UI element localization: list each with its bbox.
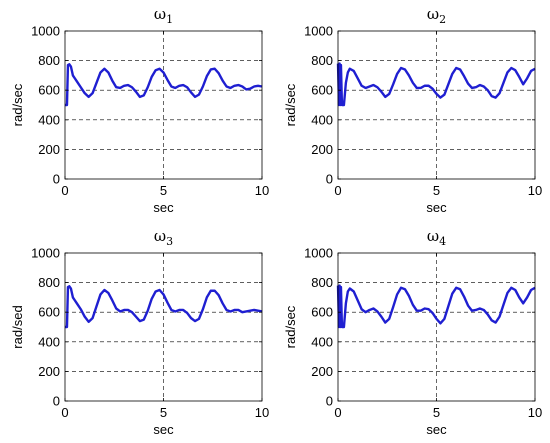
x-tick-label: 10: [528, 405, 542, 420]
y-tick-label: 1000: [31, 246, 60, 261]
y-tick-label: 200: [311, 142, 333, 157]
series-line-1: [336, 62, 536, 107]
y-tick-label: 400: [311, 112, 333, 127]
y-tick-label: 0: [326, 394, 333, 409]
x-tick-label: 5: [433, 405, 440, 420]
y-tick-label: 400: [311, 334, 333, 349]
y-tick-label: 600: [38, 83, 60, 98]
x-axis-label: sec: [426, 200, 447, 215]
series-line-1: [65, 285, 263, 329]
x-tick-label: 10: [528, 183, 542, 198]
chart-title: ω4: [427, 227, 446, 248]
y-tick-label: 0: [53, 394, 60, 409]
y-tick-label: 0: [326, 172, 333, 187]
x-tick-label: 5: [160, 183, 167, 198]
y-tick-label: 800: [311, 275, 333, 290]
x-tick-label: 0: [61, 183, 68, 198]
y-tick-label: 800: [38, 53, 60, 68]
y-tick-label: 200: [38, 142, 60, 157]
x-axis-label: sec: [426, 422, 447, 437]
chart-title: ω3: [154, 227, 173, 248]
y-axis-label: rad/sec: [10, 83, 25, 126]
x-tick-label: 0: [334, 405, 341, 420]
x-tick-label: 10: [255, 405, 269, 420]
y-tick-label: 200: [311, 364, 333, 379]
y-axis-label: rad/sec: [283, 305, 298, 348]
series-line-1: [65, 63, 263, 107]
y-tick-label: 600: [311, 83, 333, 98]
subplot-1: 0 200 400 600 800 1000 0 5 10 sec rad/sec ω1: [10, 5, 269, 215]
y-tick-label: 800: [311, 53, 333, 68]
x-tick-label: 10: [255, 183, 269, 198]
y-tick-label: 0: [53, 172, 60, 187]
x-tick-label: 0: [61, 405, 68, 420]
series-line-1: [336, 284, 536, 329]
x-tick-label: 0: [334, 183, 341, 198]
chart-title: ω1: [154, 5, 173, 26]
y-tick-label: 400: [38, 334, 60, 349]
x-axis-label: sec: [153, 200, 174, 215]
y-tick-label: 200: [38, 364, 60, 379]
y-tick-label: 1000: [31, 24, 60, 39]
y-axis-label: rad/sed: [10, 305, 25, 348]
subplot-3: 0 200 400 600 800 1000 0 5 10 sec rad/sed ω3: [10, 227, 269, 437]
y-axis-label: rad/sec: [283, 83, 298, 126]
y-tick-label: 600: [38, 305, 60, 320]
x-tick-label: 5: [160, 405, 167, 420]
x-tick-label: 5: [433, 183, 440, 198]
y-tick-label: 1000: [304, 246, 333, 261]
y-tick-label: 600: [311, 305, 333, 320]
subplot-4: 0 200 400 600 800 1000 0 5 10 sec rad/sec ω4: [283, 227, 542, 437]
y-tick-label: 1000: [304, 24, 333, 39]
y-tick-label: 800: [38, 275, 60, 290]
chart-title: ω2: [427, 5, 446, 26]
y-tick-label: 400: [38, 112, 60, 127]
x-axis-label: sec: [153, 422, 174, 437]
subplot-2: 0 200 400 600 800 1000 0 5 10 sec rad/sec ω2: [283, 5, 542, 215]
